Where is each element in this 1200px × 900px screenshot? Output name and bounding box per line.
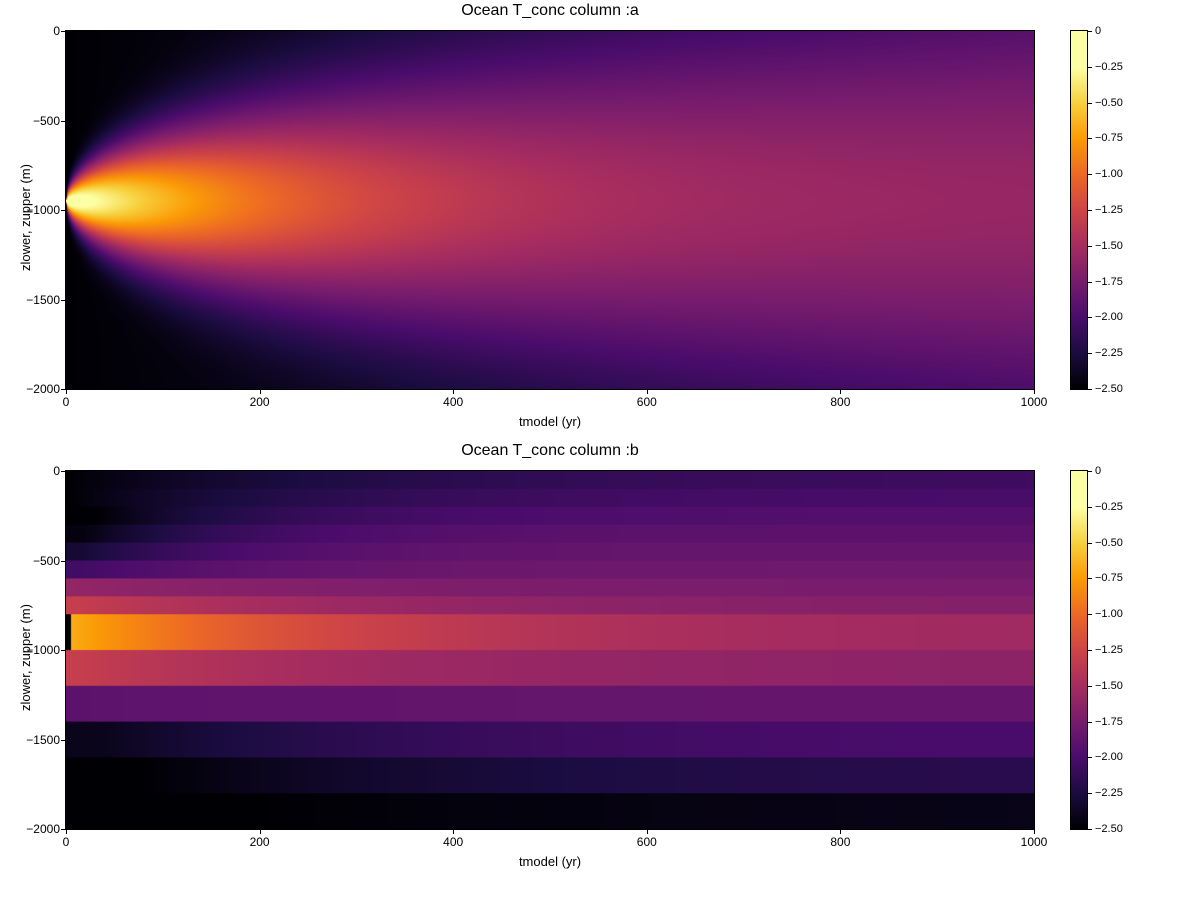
colorbar-tick: −0.75 — [1087, 132, 1123, 144]
colorbar-tick: −1.75 — [1087, 716, 1123, 728]
colorbar-tick: −1.25 — [1087, 644, 1123, 656]
subplot-a: Ocean T_conc column :a020040060080010000… — [65, 30, 1035, 390]
plot-area-a: 020040060080010000−500−1000−1500−2000tmo… — [65, 30, 1035, 390]
plot-area-b: 020040060080010000−500−1000−1500−2000tmo… — [65, 470, 1035, 830]
colorbar-tick: −2.25 — [1087, 347, 1123, 359]
colorbar-tick: −0.25 — [1087, 61, 1123, 73]
plot-title-a: Ocean T_conc column :a — [65, 2, 1035, 20]
colorbar-tick: −2.00 — [1087, 311, 1123, 323]
figure: Ocean T_conc column :a 020040060080010000… — [0, 0, 1200, 900]
colorbar-tick: −1.00 — [1087, 168, 1123, 180]
colorbar-tick: −2.50 — [1087, 823, 1123, 835]
xlabel: tmodel (yr) — [66, 854, 1034, 869]
xlabel: tmodel (yr) — [66, 414, 1034, 429]
colorbar-b: 0−0.25−0.50−0.75−1.00−1.25−1.50−1.75−2.0… — [1070, 470, 1088, 830]
colorbar-tick: −0.50 — [1087, 97, 1123, 109]
colorbar-tick: −0.50 — [1087, 537, 1123, 549]
plot-title-b: Ocean T_conc column :b — [65, 442, 1035, 460]
subplot-b: Ocean T_conc column :b020040060080010000… — [65, 470, 1035, 830]
colorbar-tick: −2.25 — [1087, 787, 1123, 799]
colorbar-tick: −1.00 — [1087, 608, 1123, 620]
colorbar-tick: −0.75 — [1087, 572, 1123, 584]
colorbar-tick: −0.25 — [1087, 501, 1123, 513]
colorbar-a: 0−0.25−0.50−0.75−1.00−1.25−1.50−1.75−2.0… — [1070, 30, 1088, 390]
heatmap-canvas-a — [66, 31, 1034, 389]
colorbar-tick: −1.75 — [1087, 276, 1123, 288]
colorbar-tick: −2.00 — [1087, 751, 1123, 763]
ylabel: zlower, zupper (m) — [18, 164, 33, 271]
heatmap-canvas-b — [66, 471, 1034, 829]
colorbar-tick: −1.50 — [1087, 680, 1123, 692]
colorbar-tick: −1.50 — [1087, 240, 1123, 252]
colorbar-tick: −2.50 — [1087, 383, 1123, 395]
colorbar-tick: −1.25 — [1087, 204, 1123, 216]
ylabel: zlower, zupper (m) — [18, 604, 33, 711]
